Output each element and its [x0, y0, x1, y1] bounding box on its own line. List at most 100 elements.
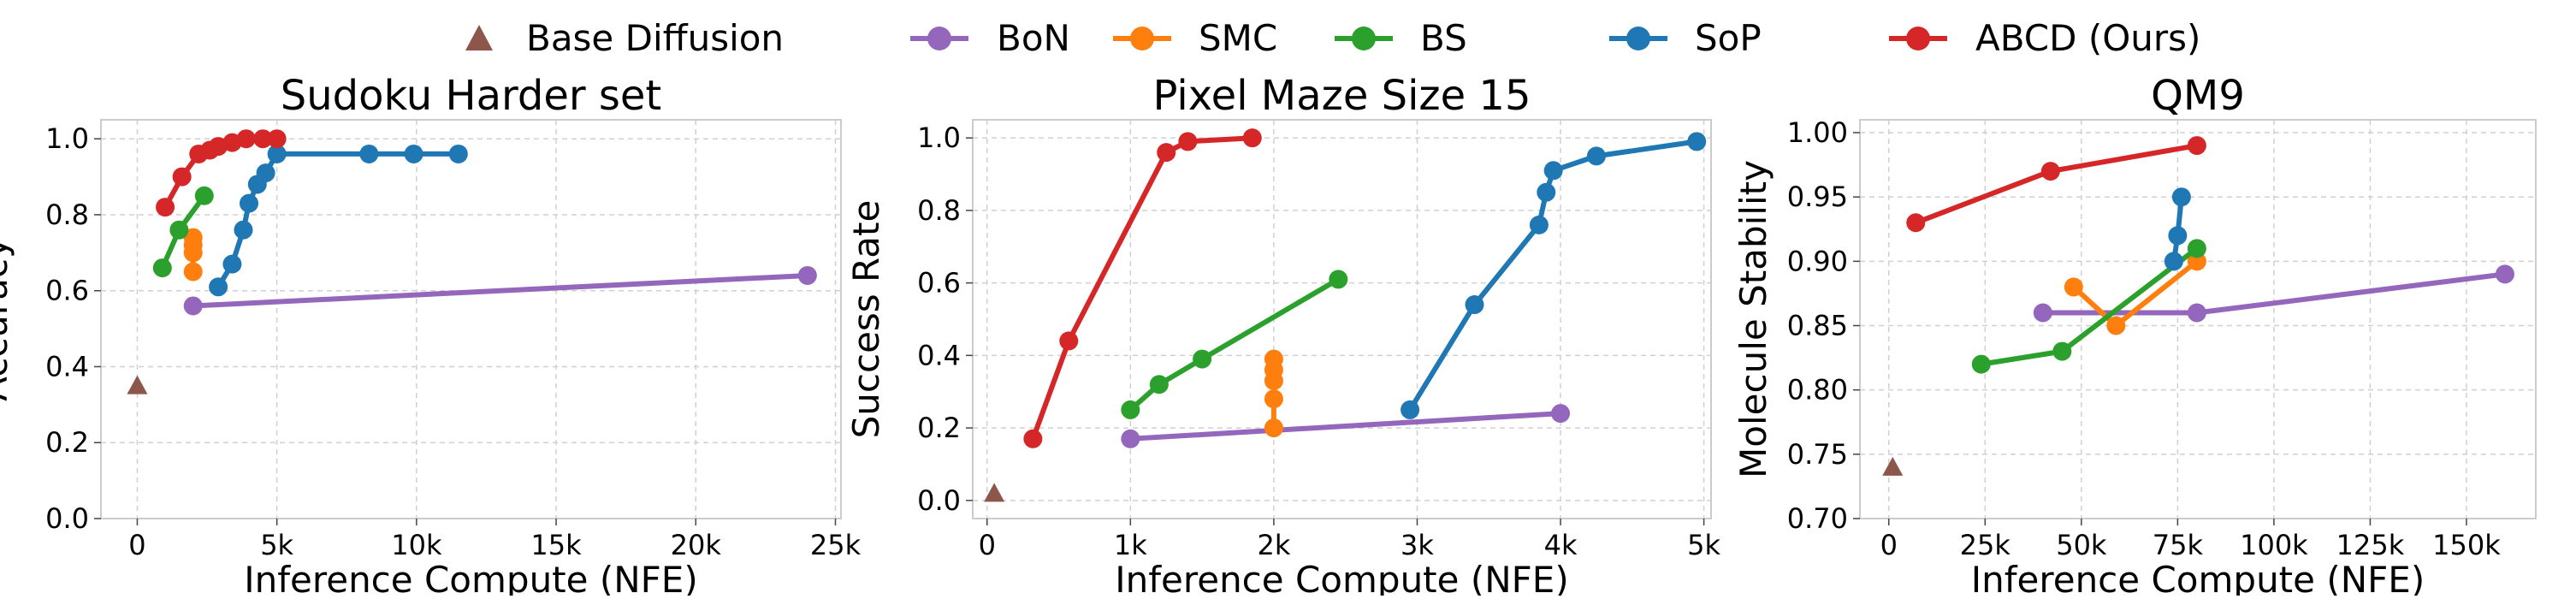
- x-tick-label: 20k: [671, 529, 722, 561]
- chart-title: QM9: [2151, 72, 2245, 120]
- series-abcd: [1023, 128, 1262, 448]
- data-point-sop: [240, 193, 258, 213]
- data-point-smc: [1264, 389, 1283, 409]
- data-point-bs: [194, 186, 214, 205]
- x-tick-label: 0: [1880, 529, 1898, 561]
- series-bon: [1121, 404, 1571, 448]
- series-line-abcd: [1915, 143, 2198, 226]
- series-line-sop: [216, 151, 459, 288]
- data-point-base: [127, 375, 148, 394]
- y-tick-label: 0.75: [1787, 438, 1848, 471]
- legend-item-sop: SoP: [1609, 17, 1762, 59]
- data-point-bon: [1551, 404, 1571, 424]
- legend-label-bs: BS: [1420, 17, 1467, 59]
- y-tick-label: 1.0: [45, 122, 89, 155]
- x-tick-label: 25k: [810, 529, 862, 561]
- y-tick-label: 0.4: [45, 350, 89, 383]
- y-tick-label: 0.4: [917, 339, 961, 371]
- x-axis-label: Inference Compute (NFE): [1115, 559, 1568, 596]
- data-point-sop: [2168, 226, 2188, 246]
- data-point-smc: [2106, 316, 2126, 335]
- x-tick-label: 75k: [2153, 529, 2204, 561]
- series-bon: [183, 265, 817, 316]
- legend-marker-bon: [927, 27, 951, 50]
- series-sop: [1401, 132, 1707, 419]
- x-tick-label: 100k: [2240, 529, 2308, 561]
- x-tick-label: 25k: [1960, 529, 2011, 561]
- legend-item-bs: BS: [1335, 17, 1467, 59]
- y-tick-label: 0.8: [45, 199, 89, 231]
- data-point-bs: [1329, 270, 1348, 289]
- data-point-bs: [169, 220, 189, 240]
- x-tick-label: 4k: [1544, 529, 1578, 561]
- data-point-bon: [183, 296, 203, 316]
- data-point-sop: [1465, 295, 1484, 315]
- series-smc: [1264, 349, 1283, 438]
- y-tick-label: 0.6: [45, 275, 89, 307]
- x-tick-label: 125k: [2336, 529, 2405, 561]
- data-point-abcd: [1157, 143, 1176, 163]
- data-point-abcd: [1906, 213, 1926, 233]
- panel-pixel-maze: 0 1k 2k 3k 4k 5k 0.0 0.2 0.4 0.6 0.8 1.0 Pixel Maze …: [845, 72, 1721, 599]
- series-bs: [152, 186, 214, 278]
- x-tick-label: 0: [128, 529, 145, 561]
- series-base: [984, 483, 1005, 502]
- data-point-sop: [1687, 132, 1707, 151]
- data-point-bon: [1121, 429, 1140, 448]
- data-point-abcd: [156, 198, 175, 217]
- series-sop: [2164, 187, 2191, 271]
- data-point-base: [984, 483, 1005, 502]
- y-tick-label: 0.0: [45, 502, 89, 535]
- y-axis-label: Molecule Stability: [1732, 160, 1774, 478]
- series-bon: [2033, 264, 2514, 323]
- axes-frame: [972, 119, 1712, 519]
- axes-frame: [1859, 119, 2537, 519]
- grid: [973, 120, 1711, 519]
- series-sop: [209, 144, 468, 297]
- series-base: [127, 375, 148, 394]
- data-point-sop: [256, 163, 275, 183]
- legend-label-abcd: ABCD (Ours): [1975, 17, 2200, 59]
- data-point-bs: [1971, 354, 1991, 374]
- data-point-abcd: [1023, 429, 1043, 448]
- x-tick-label: 0: [979, 529, 996, 561]
- data-point-bon: [2495, 264, 2514, 284]
- x-tick-label: 3k: [1401, 529, 1434, 561]
- data-point-abcd: [2187, 136, 2206, 156]
- x-tick-label: 15k: [530, 529, 582, 561]
- data-point-bs: [1149, 375, 1169, 394]
- data-point-smc: [1264, 349, 1283, 369]
- data-point-bs: [2052, 341, 2072, 361]
- data-point-sop: [1529, 215, 1549, 234]
- data-point-sop: [1586, 146, 1606, 166]
- series-line-abcd: [1030, 135, 1252, 440]
- legend-marker-smc: [1130, 27, 1154, 50]
- data-point-bs: [2187, 239, 2206, 258]
- series-line-bon: [192, 273, 808, 309]
- data-point-sop: [222, 254, 242, 274]
- series-line-bon: [1130, 411, 1561, 442]
- data-point-bon: [797, 265, 817, 285]
- x-tick-label: 5k: [1687, 529, 1720, 561]
- y-tick-label: 1.00: [1787, 116, 1848, 149]
- legend-item-smc: SMC: [1113, 17, 1277, 59]
- data-point-base: [1882, 456, 1904, 476]
- data-point-sop: [234, 220, 253, 240]
- legend-marker-base: [465, 25, 493, 50]
- data-point-bs: [152, 258, 172, 278]
- data-point-abcd: [253, 129, 273, 149]
- y-tick-label: 0.6: [917, 267, 961, 300]
- legend-label-sop: SoP: [1695, 17, 1762, 59]
- y-tick-label: 0.90: [1787, 245, 1848, 277]
- grid: [1860, 120, 2536, 519]
- x-tick-label: 5k: [260, 529, 293, 561]
- data-point-sop: [1543, 161, 1563, 181]
- data-point-abcd: [267, 129, 287, 149]
- data-point-abcd: [2040, 162, 2060, 181]
- data-point-bs: [1193, 349, 1212, 369]
- data-point-smc: [1264, 418, 1283, 438]
- y-tick-label: 0.2: [45, 426, 89, 459]
- data-point-abcd: [1178, 132, 1198, 151]
- legend-label-smc: SMC: [1199, 17, 1277, 59]
